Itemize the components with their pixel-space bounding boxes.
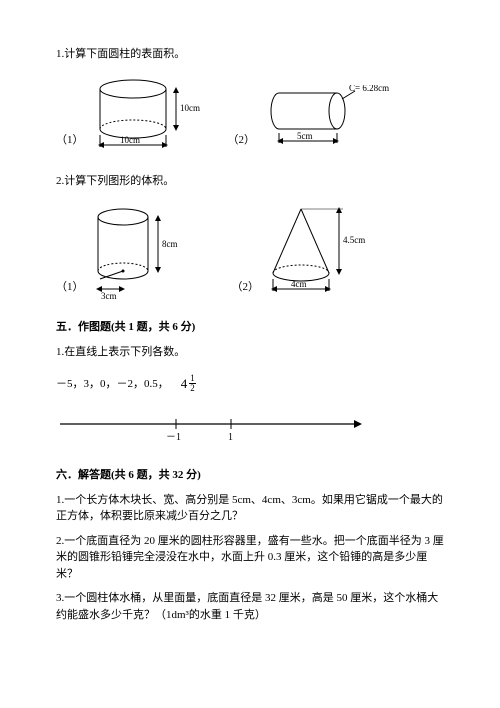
mixed-whole: 4 — [181, 374, 188, 394]
sec5-nums-list: －5，3，0，－2，0.5， — [56, 376, 169, 393]
number-line-svg: －1 1 — [56, 412, 366, 442]
q1-fig2-svg: C= 6.28cm 5cm — [259, 85, 389, 155]
sec5-mixed-fraction: 4 1 2 — [181, 374, 196, 394]
q2-text: 2.计算下列图形的体积。 — [56, 173, 444, 190]
q2-fig2-svg: 4.5cm 4cm — [263, 201, 383, 301]
q2-fig2-h: 4.5cm — [343, 235, 365, 245]
q2-fig2-index: （2） — [232, 279, 260, 296]
numline-pos: 1 — [228, 432, 233, 442]
mixed-den: 2 — [190, 384, 195, 393]
q2-fig1-index: （1） — [56, 279, 84, 296]
sec6-q1-text: 1.一个长方体木块长、宽、高分别是 5cm、4cm、3cm。如果用它锯成一个最大… — [56, 492, 444, 525]
q1-fig1-index: （1） — [56, 132, 84, 149]
q1-text: 1.计算下面圆柱的表面积。 — [56, 46, 444, 63]
q2-fig1-h: 8cm — [162, 239, 178, 249]
q1-fig1: （1） 10cm 10cm — [56, 75, 208, 155]
q1-fig2-len: 5cm — [297, 131, 313, 141]
q2-fig1-svg: 3cm 8cm — [88, 201, 188, 301]
sec5-nums: －5，3，0，－2，0.5， 4 1 2 — [56, 374, 444, 394]
q1-fig1-height: 10cm — [180, 103, 200, 113]
sec6-q3-text: 3.一个圆柱体水桶，从里面量，底面直径是 32 厘米，高是 50 厘米，这个水桶… — [56, 590, 444, 623]
numline-neg: －1 — [166, 432, 181, 442]
q1-fig1-svg: 10cm 10cm — [88, 75, 208, 155]
q2-fig2-d: 4cm — [291, 279, 307, 289]
number-line: －1 1 — [56, 412, 444, 448]
q2-fig2: （2） 4.5cm 4cm — [232, 201, 384, 301]
q1-fig2-index: （2） — [228, 132, 256, 149]
q1-figure-row: （1） 10cm 10cm （2） — [56, 75, 444, 155]
q2-fig1: （1） 3cm 8cm — [56, 201, 188, 301]
sec6-title: 六．解答题(共 6 题，共 32 分) — [56, 467, 444, 484]
sec5-title: 五．作图题(共 1 题，共 6 分) — [56, 319, 444, 336]
q1-fig2-c: C= 6.28cm — [349, 85, 389, 93]
q2-figure-row: （1） 3cm 8cm （2） — [56, 201, 444, 301]
q2-fig1-r: 3cm — [101, 291, 117, 301]
q1-fig2: （2） C= 6.28cm 5cm — [228, 85, 390, 155]
sec5-q1-text: 1.在直线上表示下列各数。 — [56, 344, 444, 361]
q1-fig1-width: 10cm — [120, 135, 140, 145]
sec6-q2-text: 2.一个底面直径为 20 厘米的圆柱形容器里，盛有一些水。把一个底面半径为 3 … — [56, 533, 444, 583]
